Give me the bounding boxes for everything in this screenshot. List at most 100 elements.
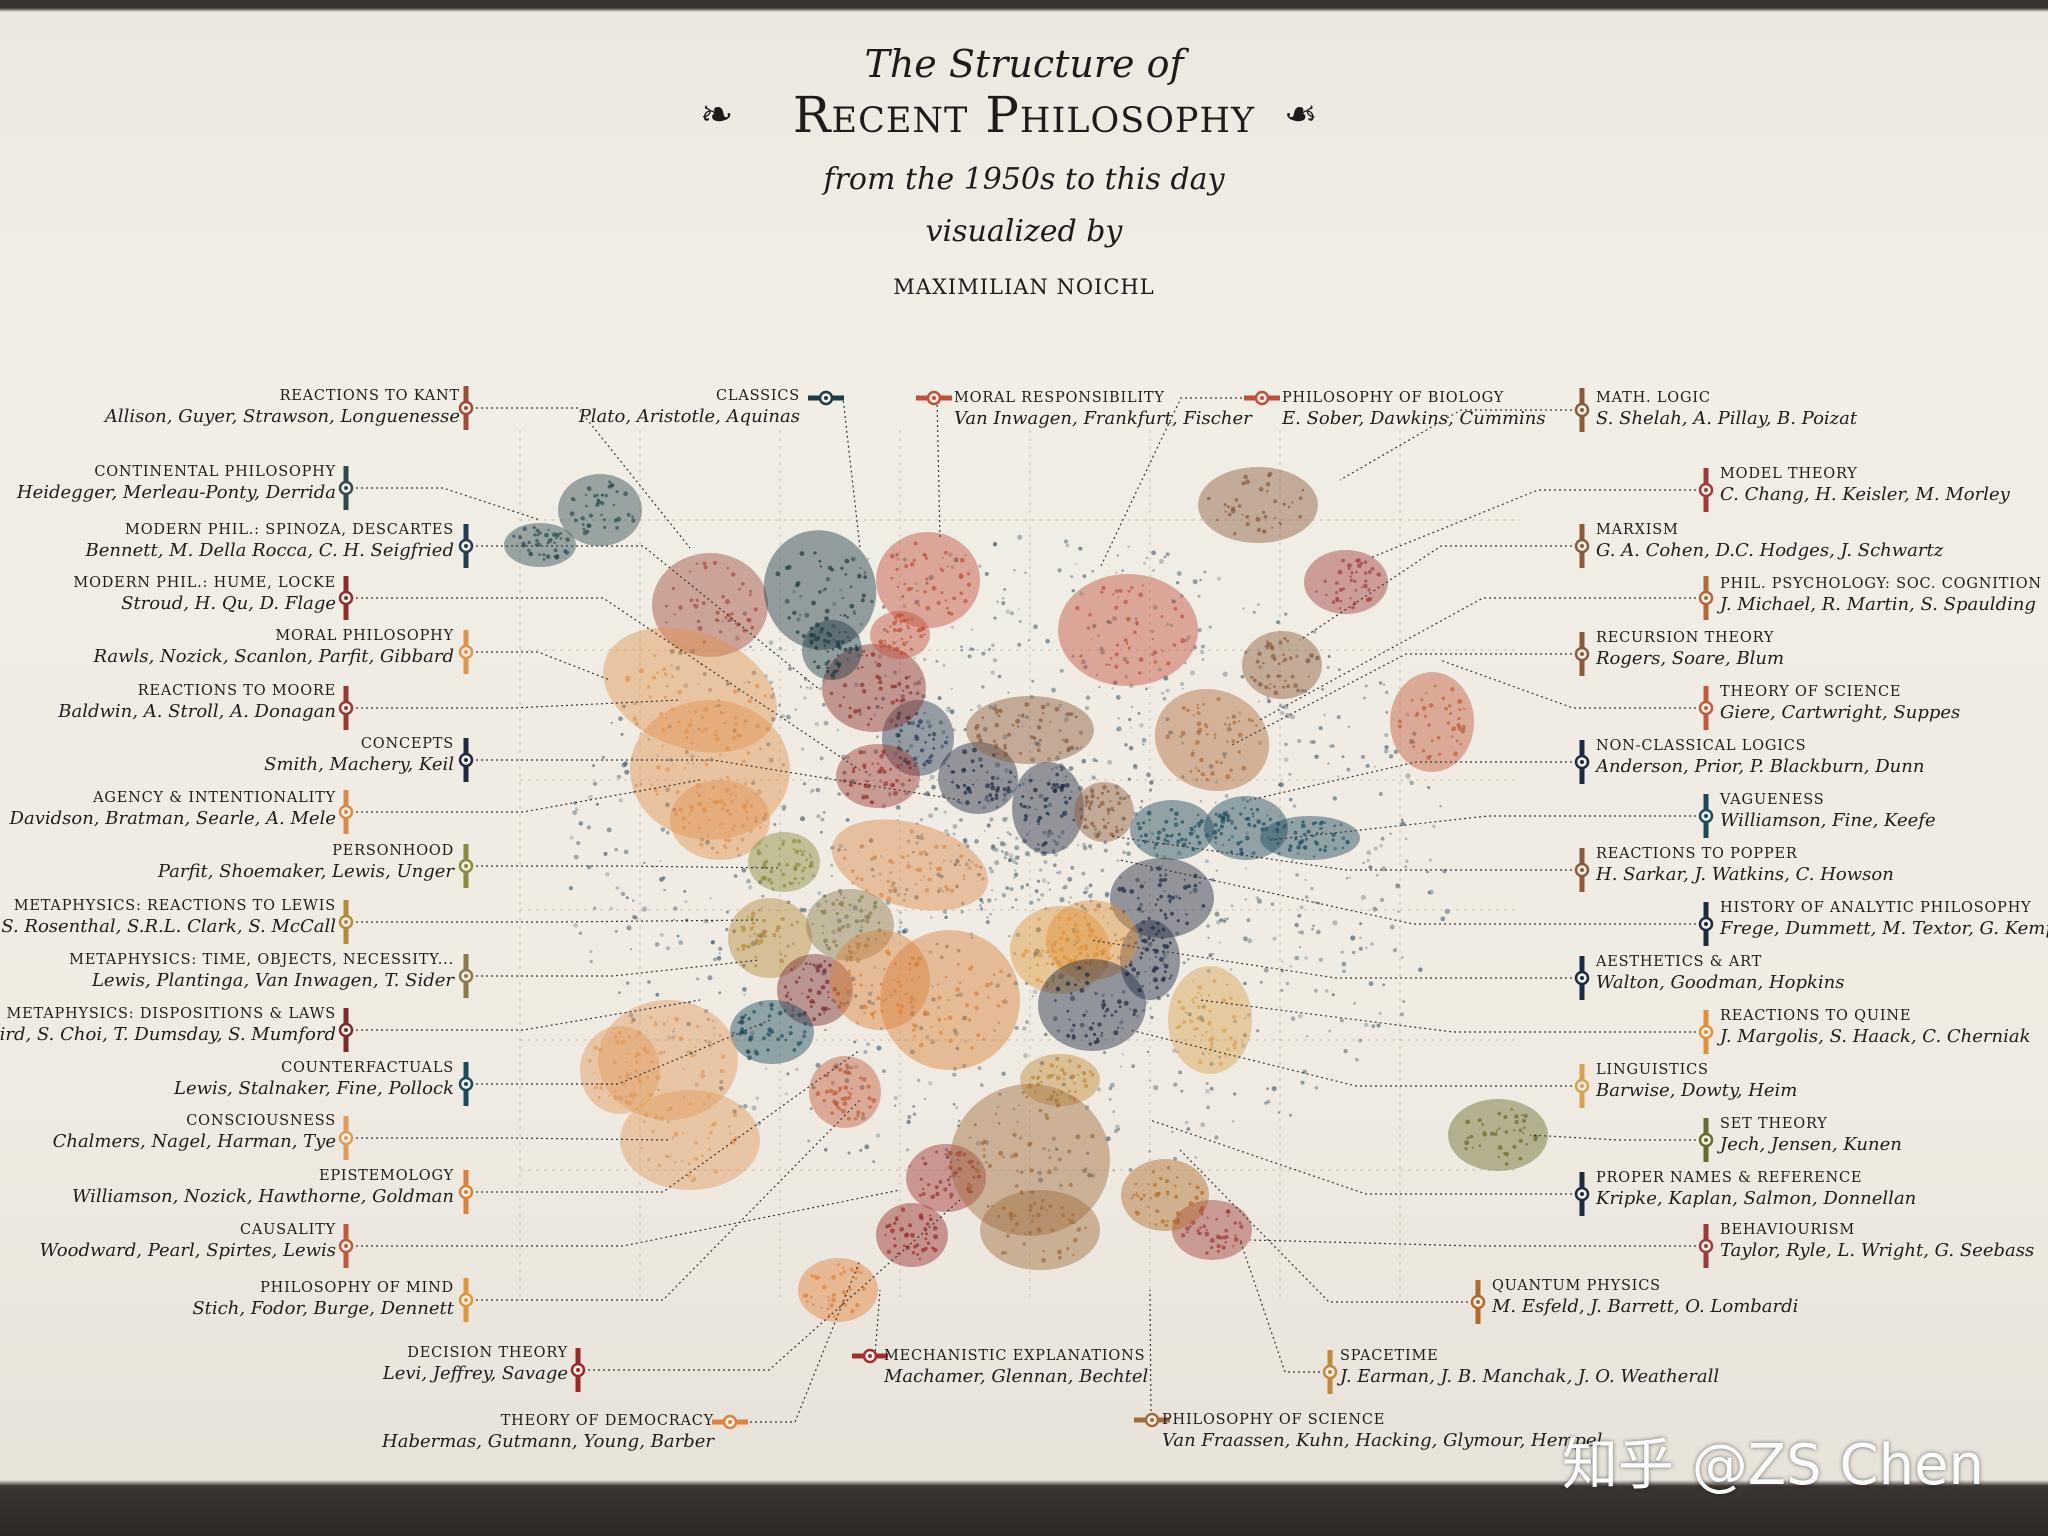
cluster-dot: [1205, 1251, 1209, 1255]
leader-lewis: [346, 919, 761, 923]
cluster-dot: [1040, 1198, 1045, 1203]
cluster-dot: [653, 725, 656, 728]
cluster-dot: [624, 1060, 628, 1064]
scatter-dot: [1314, 988, 1318, 993]
cluster-dot: [966, 582, 972, 587]
scatter-dot: [1106, 921, 1110, 925]
scatter-dot: [1017, 607, 1020, 610]
cluster-dot: [1166, 1193, 1170, 1196]
label-quine: Reactions to Quine J. Margolis, S. Haack,…: [1720, 1008, 2031, 1047]
cluster-dot: [914, 883, 918, 886]
marker-spacetime: [1322, 1350, 1338, 1394]
scatter-dot: [986, 771, 989, 774]
cluster-dot: [1110, 1013, 1114, 1017]
cluster-dot: [726, 566, 730, 570]
cluster-dot: [1262, 661, 1265, 665]
cluster-dot: [1464, 1140, 1470, 1146]
cluster-name: Recursion Theory: [1596, 630, 1775, 646]
cluster-dot: [618, 1076, 623, 1080]
scatter-dot: [1205, 1082, 1209, 1085]
scatter-dot: [1045, 985, 1049, 989]
cluster-dot: [942, 844, 947, 849]
cluster-dot: [1115, 939, 1119, 943]
scatter-dot: [1201, 1004, 1206, 1009]
marker-analytic: [1698, 902, 1714, 946]
scatter-dot: [1081, 871, 1086, 876]
scatter-dot: [1218, 1055, 1222, 1059]
cluster-dot: [990, 797, 995, 802]
cluster-counterfactuals: [730, 1000, 814, 1064]
cluster-dot: [1276, 674, 1280, 678]
cluster-dot: [751, 911, 756, 916]
cluster-dot: [754, 964, 758, 968]
cluster-biology: [1058, 574, 1198, 686]
scatter-dot: [1116, 726, 1122, 732]
scatter-dot: [1136, 1014, 1140, 1018]
cluster-dot: [740, 1027, 745, 1032]
scatter-dot: [1169, 623, 1173, 628]
cluster-dot: [1214, 812, 1218, 816]
cluster-dot: [749, 590, 752, 593]
scatter-dot: [905, 1148, 910, 1152]
label-analytic: History of Analytic Philosophy Frege, Dum…: [1720, 900, 2048, 939]
cluster-moral: [603, 627, 790, 860]
scatter-dot: [840, 755, 843, 758]
cluster-dispositions: [777, 954, 853, 1026]
cluster-dot: [1088, 963, 1092, 967]
scatter-dot: [1108, 620, 1113, 625]
cluster-dot: [1257, 651, 1262, 656]
scatter-dot: [738, 1104, 743, 1109]
scatter-dot: [1355, 1057, 1359, 1062]
scatter-dot: [994, 847, 999, 853]
cluster-dot: [1072, 1221, 1076, 1224]
cluster-dot: [1154, 903, 1158, 906]
cluster-dot: [1046, 962, 1049, 965]
cluster-dot: [632, 1092, 638, 1098]
scatter-dot: [1202, 702, 1205, 706]
marker-biology: [1244, 390, 1280, 406]
cluster-dot: [920, 1247, 926, 1253]
cluster-dot: [1116, 643, 1120, 647]
cluster-dot: [1075, 935, 1080, 940]
scatter-dot: [678, 940, 684, 945]
cluster-dot: [918, 1257, 921, 1260]
scatter-dot: [1171, 599, 1176, 604]
cluster-dot: [1247, 822, 1252, 827]
cluster-dot: [717, 699, 721, 703]
scatter-dot: [1015, 932, 1021, 938]
cluster-dot: [686, 1050, 690, 1054]
cluster-dot: [1497, 1155, 1500, 1159]
scatter-dot: [1223, 722, 1227, 726]
cluster-dot: [866, 723, 870, 726]
cluster-dot: [1043, 797, 1048, 802]
cluster-dot: [1139, 1197, 1144, 1201]
cluster-dot: [1248, 718, 1252, 722]
scatter-dot: [859, 1148, 863, 1152]
cluster-dot: [1102, 784, 1107, 790]
cluster-dot: [726, 775, 730, 780]
cluster-dot: [919, 1177, 923, 1181]
scatter-dot: [1044, 907, 1048, 910]
leader-personhood: [466, 865, 781, 869]
cluster-dot: [1048, 1097, 1052, 1101]
scatter-dot: [568, 886, 574, 891]
scatter-dot: [1189, 649, 1192, 652]
cluster-dot: [819, 565, 823, 568]
marker-dispositions: [338, 1008, 354, 1052]
cluster-dot: [1446, 721, 1451, 725]
cluster-dot: [1054, 956, 1059, 961]
cluster-dot: [1083, 943, 1088, 948]
cluster-dot: [1227, 1215, 1230, 1218]
cluster-dot: [756, 850, 762, 856]
cluster-dot: [754, 1051, 760, 1056]
cluster-dot: [1246, 800, 1249, 803]
cluster-dot: [1023, 1232, 1027, 1235]
cluster-dot: [972, 747, 977, 753]
cluster-dot: [913, 764, 917, 767]
cluster-dot: [1523, 1113, 1528, 1118]
scatter-dot: [595, 802, 600, 806]
cluster-dot: [1335, 581, 1339, 585]
cluster-dot: [995, 788, 1000, 793]
scatter-dot: [659, 932, 664, 937]
cluster-dot: [553, 548, 558, 553]
